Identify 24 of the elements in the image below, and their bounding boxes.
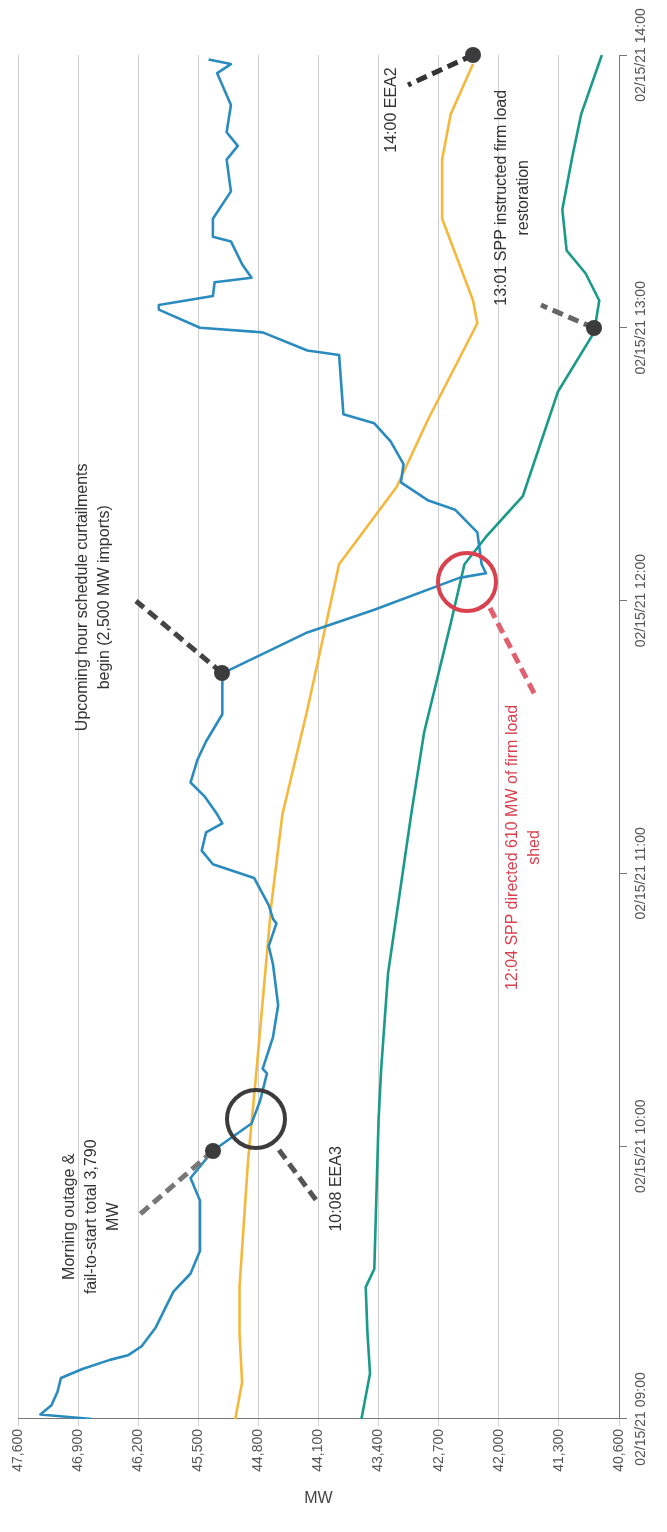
y-tick-label: 02/15/21 09:00 [631,1372,648,1466]
x-tick-label: 44,100 [309,1428,326,1472]
x-tick-label: 43,400 [369,1428,386,1472]
x-tick-label: 46,200 [129,1428,146,1472]
x-tick-label: 40,600 [609,1428,626,1472]
annotation: 10:08 EEA3 [327,1146,345,1232]
annotation: 12:04 SPP directed 610 MW of firm load shed [503,704,543,991]
annotation: 14:00 EEA2 [382,67,400,153]
x-axis-title: MW [304,1488,334,1506]
y-tick-label: 02/15/21 10:00 [631,1099,648,1193]
annotation: Morning outage & fail-to-start total 3,790 MW [60,1139,122,1295]
x-tick-label: 45,500 [189,1428,206,1472]
y-tick-label: 02/15/21 14:00 [631,8,648,102]
x-tick-label: 44,800 [249,1428,266,1472]
y-tick-label: 02/15/21 11:00 [631,826,648,920]
y-tick-label: 02/15/21 13:00 [631,280,648,375]
x-tick-label: 47,600 [8,1428,25,1472]
x-tick-label: 42,700 [429,1428,446,1472]
x-tick-label: 46,900 [68,1428,85,1472]
x-tick-label: 42,000 [489,1428,506,1472]
annotation: Upcoming hour schedule curtailments begin (2,500 MW imports) [72,463,112,732]
x-tick-label: 41,300 [549,1428,566,1472]
annotation: 13:01 SPP instructed firm load restoration [491,89,531,306]
y-tick-label: 02/15/21 12:00 [631,553,648,648]
